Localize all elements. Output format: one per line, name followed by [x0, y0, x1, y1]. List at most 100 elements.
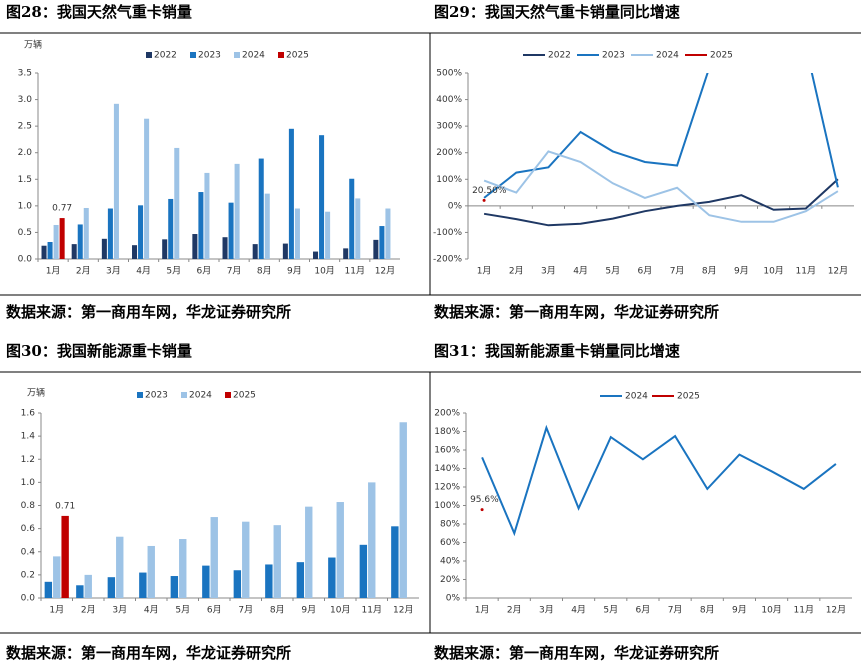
bar: [296, 562, 305, 598]
legend-swatch: [181, 392, 187, 398]
y-tick-label: 0.4: [21, 547, 36, 557]
x-tick-label: 6月: [638, 266, 653, 277]
line-series: [481, 424, 837, 537]
y-axis-unit: 万辆: [24, 39, 42, 51]
bar: [198, 192, 204, 259]
line-series: [483, 73, 839, 199]
y-tick-label: 120%: [434, 483, 460, 493]
y-tick-label: 180%: [434, 427, 460, 437]
bar: [328, 557, 336, 598]
bar: [138, 205, 144, 259]
x-tick-label: 9月: [732, 605, 747, 616]
data-label: 0.77: [52, 204, 72, 214]
y-tick-label: 20%: [440, 575, 460, 585]
x-tick-label: 8月: [270, 605, 285, 616]
x-tick-label: 1月: [475, 605, 490, 616]
x-tick-label: 7月: [670, 266, 685, 277]
bar: [113, 103, 119, 259]
legend-label: 2025: [677, 392, 700, 402]
bar: [71, 244, 77, 259]
y-tick-label: 200%: [434, 409, 460, 419]
y-tick-label: 3.5: [18, 69, 32, 79]
bar: [116, 536, 124, 598]
x-tick-label: 9月: [287, 266, 302, 277]
bar: [107, 577, 116, 598]
legend-label: 2024: [656, 51, 679, 61]
legend-label: 2024: [189, 391, 212, 401]
bar: [101, 238, 107, 259]
bar: [47, 241, 53, 259]
bar: [61, 515, 69, 598]
y-tick-label: 100%: [434, 501, 460, 511]
bar: [174, 147, 180, 259]
x-tick-label: 12月: [828, 266, 848, 277]
bar: [222, 237, 228, 259]
legend-swatch: [225, 392, 231, 398]
x-tick-label: 11月: [796, 266, 816, 277]
y-tick-label: 1.0: [21, 478, 36, 488]
bar: [77, 224, 83, 259]
x-tick-label: 12月: [375, 266, 395, 277]
bar: [83, 207, 89, 259]
y-tick-label: 0.6: [21, 524, 36, 534]
legend-swatch: [278, 52, 284, 58]
bar: [204, 172, 210, 259]
bar: [144, 118, 150, 260]
x-tick-label: 10月: [763, 266, 783, 277]
y-axis-unit: 万辆: [27, 387, 45, 399]
x-tick-label: 8月: [700, 605, 715, 616]
bar: [373, 239, 379, 259]
x-tick-label: 7月: [227, 266, 242, 277]
x-tick-label: 5月: [605, 266, 620, 277]
bar: [228, 202, 234, 259]
legend-swatch: [190, 52, 196, 58]
bar: [59, 218, 65, 259]
x-tick-label: 6月: [197, 266, 212, 277]
y-tick-label: 1.5: [18, 175, 32, 185]
y-tick-label: 0.5: [18, 228, 32, 238]
y-tick-label: 1.4: [21, 432, 36, 442]
y-tick-label: 0%: [448, 201, 463, 211]
legend-label: 2023: [198, 51, 221, 61]
bar: [53, 224, 59, 259]
x-tick-label: 11月: [362, 605, 382, 616]
bar: [139, 572, 147, 598]
bar: [288, 128, 294, 259]
x-tick-label: 6月: [207, 605, 222, 616]
bar: [252, 244, 258, 259]
x-tick-label: 2月: [507, 605, 522, 616]
y-tick-label: 0.2: [21, 570, 35, 580]
source-note: 数据来源：第一商用车网，华龙证券研究所: [6, 303, 291, 321]
x-tick-label: 5月: [175, 605, 190, 616]
source-note: 数据来源：第一商用车网，华龙证券研究所: [434, 303, 719, 321]
x-tick-label: 8月: [702, 266, 717, 277]
x-tick-label: 7月: [238, 605, 253, 616]
x-tick-label: 2月: [76, 266, 91, 277]
bar: [305, 506, 313, 598]
y-tick-label: 2.0: [18, 148, 33, 158]
x-tick-label: 12月: [393, 605, 413, 616]
bar: [313, 251, 319, 259]
point: [480, 508, 484, 512]
x-tick-label: 3月: [106, 266, 121, 277]
y-tick-label: 1.2: [21, 455, 35, 465]
x-tick-label: 3月: [539, 605, 554, 616]
legend-swatch: [146, 52, 152, 58]
x-tick-label: 4月: [144, 605, 159, 616]
x-tick-label: 2月: [509, 266, 524, 277]
legend-label: 2024: [242, 51, 265, 61]
x-tick-label: 1月: [46, 266, 61, 277]
x-tick-label: 8月: [257, 266, 272, 277]
bar: [202, 565, 210, 598]
legend-label: 2022: [548, 51, 571, 61]
line-series: [483, 150, 839, 223]
x-tick-label: 10月: [761, 605, 781, 616]
y-tick-label: 2.5: [18, 122, 32, 132]
y-tick-label: 40%: [440, 557, 460, 567]
bar: [349, 178, 355, 259]
bar: [325, 211, 331, 259]
y-tick-label: 3.0: [18, 95, 33, 105]
legend-label: 2025: [710, 51, 733, 61]
bar: [273, 525, 281, 598]
bar: [355, 198, 361, 259]
